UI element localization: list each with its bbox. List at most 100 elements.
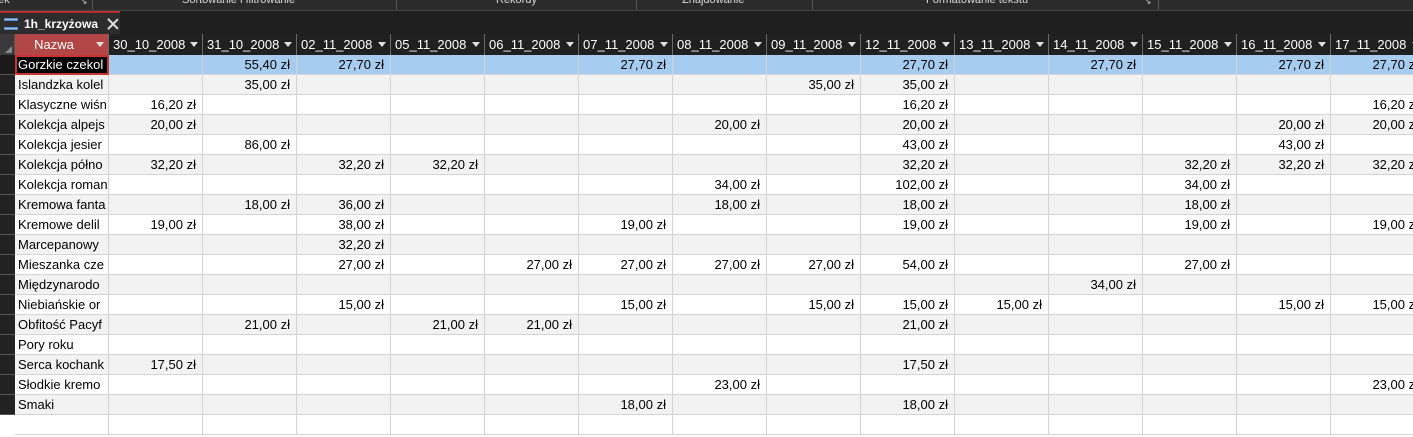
amount-cell[interactable] [955, 315, 1049, 335]
amount-cell[interactable] [673, 135, 767, 155]
amount-cell[interactable] [485, 95, 579, 115]
amount-cell[interactable] [579, 135, 673, 155]
amount-cell[interactable]: 35,00 zł [767, 75, 861, 95]
amount-cell[interactable] [955, 155, 1049, 175]
product-name-cell[interactable]: Kremowe delil [15, 215, 109, 235]
amount-cell[interactable]: 20,00 zł [673, 115, 767, 135]
empty-cell[interactable] [767, 415, 861, 435]
amount-cell[interactable] [955, 75, 1049, 95]
amount-cell[interactable] [1237, 335, 1331, 355]
amount-cell[interactable] [955, 255, 1049, 275]
empty-cell[interactable] [579, 415, 673, 435]
amount-cell[interactable] [1331, 275, 1413, 295]
amount-cell[interactable] [297, 335, 391, 355]
amount-cell[interactable]: 27,70 zł [579, 55, 673, 75]
amount-cell[interactable] [1049, 75, 1143, 95]
amount-cell[interactable]: 102,00 zł [861, 175, 955, 195]
product-name-cell[interactable]: Smaki [15, 395, 109, 415]
record-selector[interactable] [0, 255, 15, 275]
amount-cell[interactable] [297, 135, 391, 155]
column-header-date[interactable]: 14_11_2008 [1049, 34, 1143, 55]
record-selector[interactable] [0, 215, 15, 235]
amount-cell[interactable] [1331, 75, 1413, 95]
amount-cell[interactable] [485, 275, 579, 295]
amount-cell[interactable] [1237, 375, 1331, 395]
filter-dropdown-icon[interactable] [1130, 42, 1138, 47]
amount-cell[interactable]: 23,00 zł [1331, 375, 1413, 395]
table-row[interactable]: Kolekcja alpejs 20,00 zł 20,00 zł 20,00 zł 2… [0, 115, 1413, 135]
amount-cell[interactable] [1143, 355, 1237, 375]
column-header-date[interactable]: 31_10_2008 [203, 34, 297, 55]
amount-cell[interactable] [579, 195, 673, 215]
amount-cell[interactable] [673, 335, 767, 355]
column-header-date[interactable]: 08_11_2008 [673, 34, 767, 55]
amount-cell[interactable] [1049, 155, 1143, 175]
amount-cell[interactable]: 27,00 zł [579, 255, 673, 275]
amount-cell[interactable]: 21,00 zł [391, 315, 485, 335]
table-row[interactable]: Kolekcja roman 34,00 zł 102,00 zł 34,00 zł [0, 175, 1413, 195]
amount-cell[interactable] [861, 275, 955, 295]
select-all-corner[interactable] [0, 34, 15, 55]
amount-cell[interactable]: 34,00 zł [1143, 175, 1237, 195]
amount-cell[interactable]: 18,00 zł [579, 395, 673, 415]
amount-cell[interactable] [485, 215, 579, 235]
empty-cell[interactable] [203, 415, 297, 435]
amount-cell[interactable]: 15,00 zł [767, 295, 861, 315]
amount-cell[interactable] [955, 275, 1049, 295]
filter-dropdown-icon[interactable] [96, 42, 104, 47]
amount-cell[interactable] [767, 55, 861, 75]
amount-cell[interactable] [391, 195, 485, 215]
product-name-cell[interactable]: Pory roku [15, 335, 109, 355]
amount-cell[interactable] [1331, 195, 1413, 215]
filter-dropdown-icon[interactable] [942, 42, 950, 47]
product-name-cell[interactable]: Obfitość Pacyf [15, 315, 109, 335]
amount-cell[interactable]: 43,00 zł [1237, 135, 1331, 155]
amount-cell[interactable] [1049, 395, 1143, 415]
amount-cell[interactable] [955, 95, 1049, 115]
amount-cell[interactable] [955, 395, 1049, 415]
amount-cell[interactable] [579, 335, 673, 355]
amount-cell[interactable] [1143, 395, 1237, 415]
amount-cell[interactable] [1331, 255, 1413, 275]
amount-cell[interactable] [673, 395, 767, 415]
table-row[interactable]: Kremowa fanta 18,00 zł 36,00 zł 18,00 zł 18,… [0, 195, 1413, 215]
record-selector[interactable] [0, 275, 15, 295]
amount-cell[interactable] [579, 315, 673, 335]
amount-cell[interactable]: 19,00 zł [1331, 215, 1413, 235]
filter-dropdown-icon[interactable] [848, 42, 856, 47]
filter-dropdown-icon[interactable] [1318, 42, 1326, 47]
amount-cell[interactable] [1331, 335, 1413, 355]
amount-cell[interactable] [673, 215, 767, 235]
amount-cell[interactable] [297, 175, 391, 195]
amount-cell[interactable] [1331, 315, 1413, 335]
amount-cell[interactable]: 19,00 zł [109, 215, 203, 235]
column-header-date[interactable]: 02_11_2008 [297, 34, 391, 55]
amount-cell[interactable] [673, 155, 767, 175]
amount-cell[interactable] [1143, 95, 1237, 115]
amount-cell[interactable] [1237, 355, 1331, 375]
amount-cell[interactable] [767, 115, 861, 135]
product-name-cell[interactable]: Klasyczne wiśn [15, 95, 109, 115]
column-header-date[interactable]: 16_11_2008 [1237, 34, 1331, 55]
empty-cell[interactable] [673, 415, 767, 435]
amount-cell[interactable] [203, 235, 297, 255]
amount-cell[interactable] [203, 155, 297, 175]
amount-cell[interactable]: 32,20 zł [1237, 155, 1331, 175]
amount-cell[interactable] [1237, 315, 1331, 335]
amount-cell[interactable]: 20,00 zł [1237, 115, 1331, 135]
amount-cell[interactable] [297, 355, 391, 375]
product-name-cell[interactable]: Słodkie kremo [15, 375, 109, 395]
amount-cell[interactable] [297, 395, 391, 415]
column-header-date[interactable]: 05_11_2008 [391, 34, 485, 55]
amount-cell[interactable]: 20,00 zł [109, 115, 203, 135]
product-name-cell[interactable]: Niebiańskie or [15, 295, 109, 315]
amount-cell[interactable]: 27,70 zł [297, 55, 391, 75]
table-row[interactable]: Islandzka kolel 35,00 zł 35,00 zł 35,00 zł [0, 75, 1413, 95]
amount-cell[interactable] [109, 175, 203, 195]
amount-cell[interactable] [1237, 195, 1331, 215]
amount-cell[interactable] [1331, 355, 1413, 375]
amount-cell[interactable] [767, 395, 861, 415]
amount-cell[interactable]: 34,00 zł [1049, 275, 1143, 295]
amount-cell[interactable] [673, 315, 767, 335]
